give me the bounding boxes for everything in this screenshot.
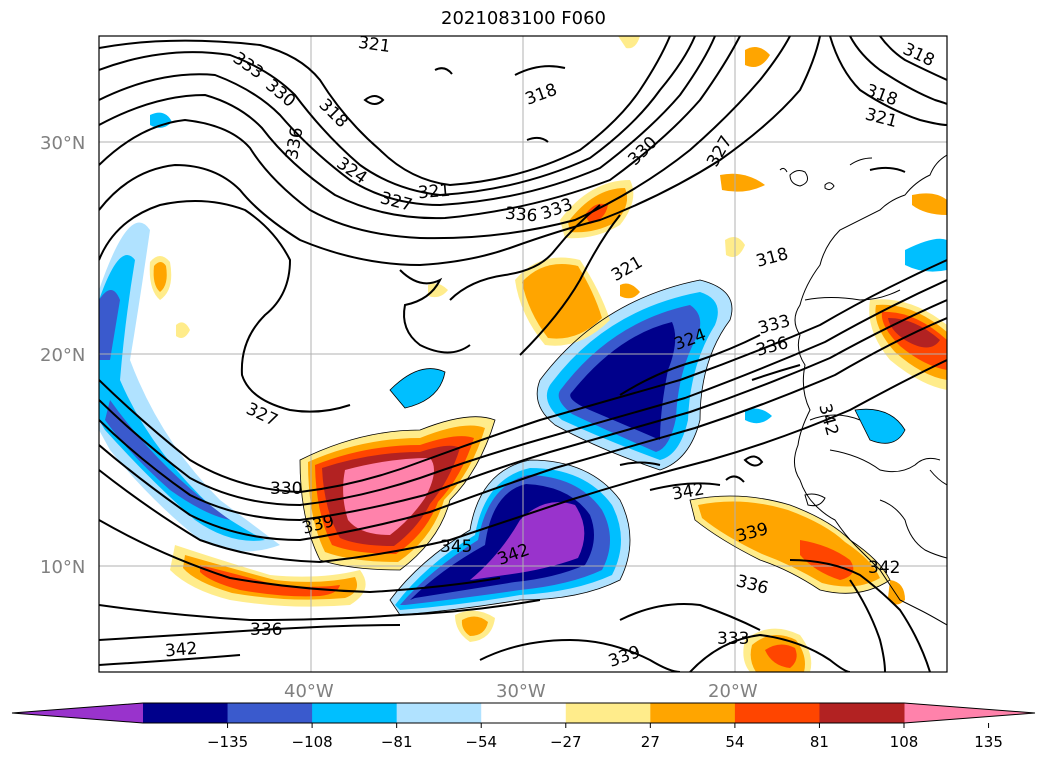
latitude-labels: 30°N 20°N 10°N (40, 133, 85, 578)
lat-tick-label: 20°N (40, 345, 85, 366)
contour-label: 321 (417, 181, 451, 204)
colorbar-tick-label: 108 (890, 733, 919, 751)
map-title: 2021083100 F060 (441, 8, 606, 29)
colorbar-segment (396, 703, 482, 723)
colorbar: −135 −108 −81 −54 −27 27 54 81 108 135 (11, 702, 1036, 751)
colorbar-tick-label: 54 (725, 733, 744, 751)
pos-fill-spot-5 (912, 193, 947, 215)
colorbar-segment (227, 703, 313, 723)
lon-tick-label: 40°W (284, 681, 334, 702)
contour-label: 342 (868, 558, 900, 578)
pos-fill-east-lower-red (800, 540, 854, 580)
graticule (99, 36, 947, 672)
neg-fill-spot-3 (905, 238, 947, 272)
colorbar-outline (11, 702, 1036, 724)
contour-label: 336 (504, 204, 538, 227)
contour-label: 321 (357, 33, 392, 57)
contour-label: 330 (270, 479, 302, 499)
colorbar-segment (481, 703, 567, 723)
lon-tick-label: 20°W (708, 681, 758, 702)
colorbar-segment (734, 703, 820, 723)
contour-label: 333 (717, 629, 749, 649)
pos-fill-spot-8 (428, 283, 448, 298)
pos-fill-top-center-red (585, 203, 608, 224)
pos-fill-spot-1-orange (153, 262, 167, 292)
colorbar-extend-low (12, 703, 143, 723)
neg-fill-south-purple (470, 502, 585, 580)
colorbar-segment (312, 703, 398, 723)
neg-fill-center-dark (570, 322, 676, 440)
neg-fill-spot-5 (745, 408, 772, 424)
pos-fill-spot-3 (720, 173, 765, 192)
theta-contours (99, 36, 947, 672)
pos-fill-north-center-orange (522, 264, 602, 339)
pos-fill-spot-10 (620, 283, 640, 299)
pos-fill-center-pink (343, 458, 434, 535)
plot-content: 321 333 330 318 336 318 324 321 327 336 … (99, 33, 947, 672)
colorbar-tick-label: −27 (550, 733, 582, 751)
colorbar-tick-label: 27 (641, 733, 660, 751)
colorbar-tick-label: −108 (292, 733, 333, 751)
lat-tick-label: 30°N (40, 133, 85, 154)
colorbar-extend-high (904, 703, 1035, 723)
colorbar-segment (143, 703, 229, 723)
contour-label: 345 (440, 537, 472, 557)
coastlines (779, 154, 947, 626)
filled-contours (99, 36, 947, 672)
colorbar-segment (565, 703, 651, 723)
pos-fill-bottom-right-red (765, 644, 797, 668)
neg-fill-west-dark (99, 290, 120, 360)
colorbar-segment (819, 703, 905, 723)
neg-fill-west-strip (105, 400, 230, 520)
pos-fill-spot-2-orange (461, 616, 488, 636)
plot-frame (98, 35, 948, 673)
colorbar-tick-label: −135 (207, 733, 248, 751)
pos-fill-spot-9 (176, 322, 190, 338)
pos-fill-spot-11 (888, 580, 905, 605)
colorbar-segment (650, 703, 736, 723)
pos-fill-spot-4 (745, 46, 770, 68)
pos-fill-spot-6 (618, 36, 640, 49)
colorbar-tick-label: −54 (465, 733, 497, 751)
contour-label: 342 (164, 639, 198, 662)
colorbar-tick-label: 81 (810, 733, 829, 751)
colorbar-tick-label: −81 (381, 733, 413, 751)
lat-tick-label: 10°N (40, 557, 85, 578)
longitude-labels: 40°W 30°W 20°W (284, 681, 758, 702)
lon-tick-label: 30°W (496, 681, 546, 702)
contour-label: 336 (250, 620, 282, 640)
colorbar-tick-label: 135 (974, 733, 1003, 751)
